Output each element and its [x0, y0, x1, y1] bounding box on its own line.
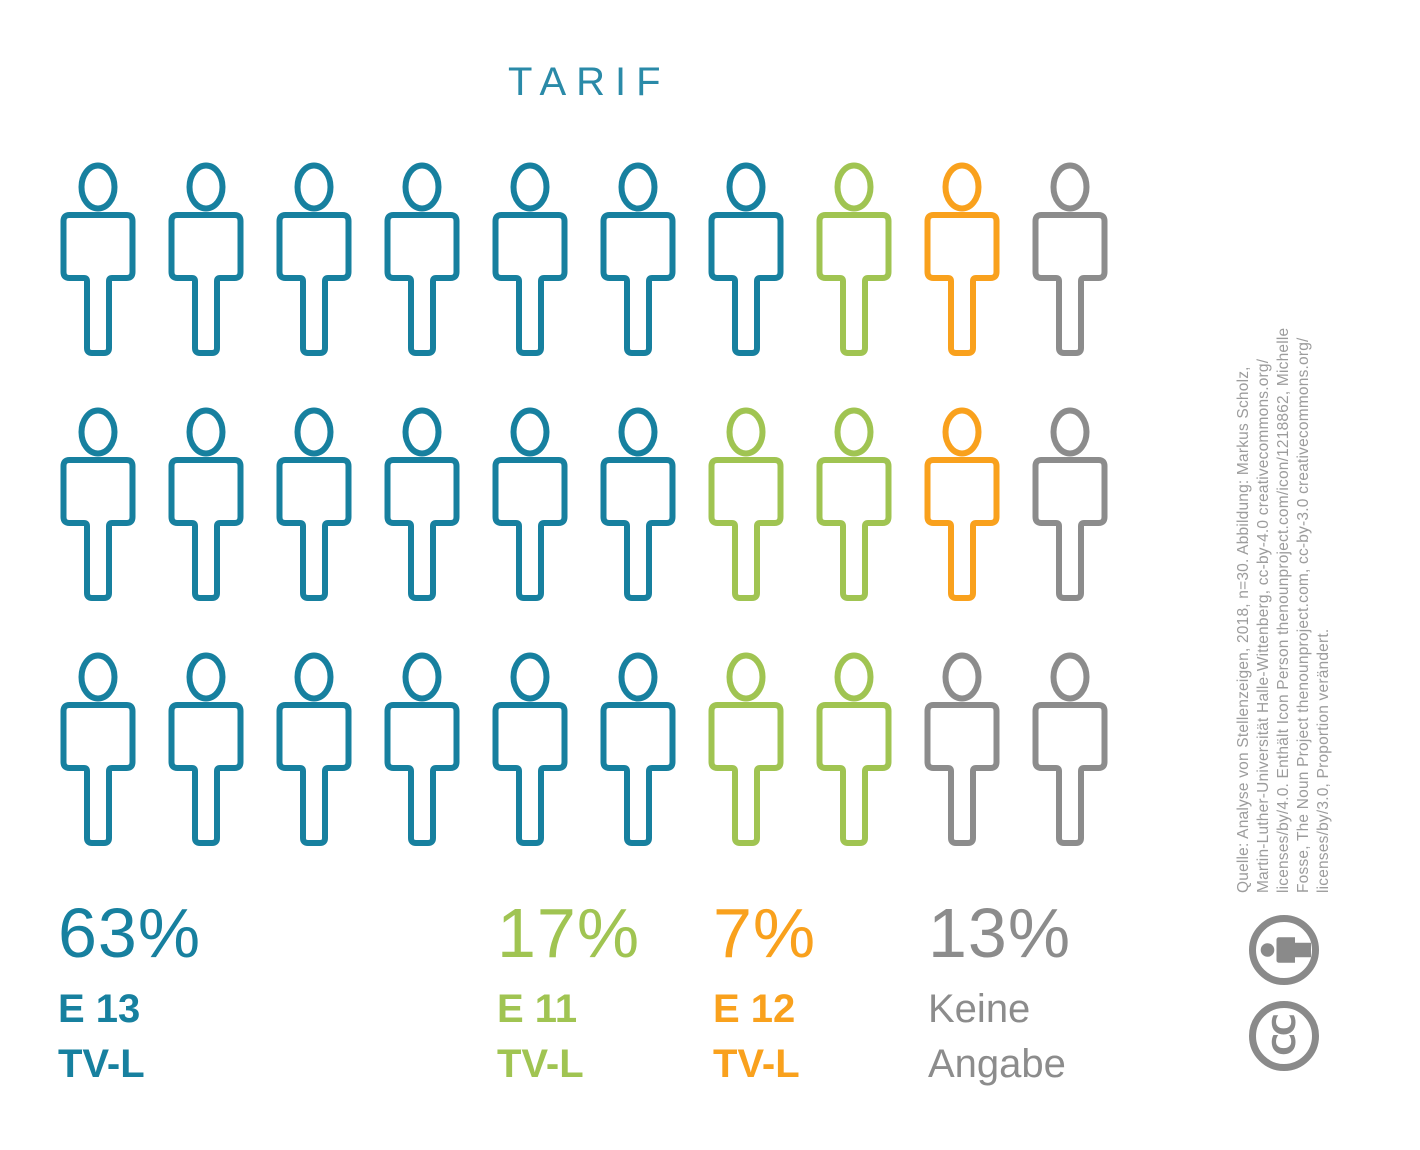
person-icon-orange: [924, 162, 1000, 360]
license-badges: CC: [1248, 914, 1320, 1072]
source-line-1: Quelle: Analyse von Stellenzeigen, 2018,…: [1235, 366, 1252, 893]
person-icon-teal: [600, 407, 676, 605]
legend-percent: 7%: [713, 894, 817, 972]
person-icon-teal: [492, 162, 568, 360]
legend-label-line1: E 13: [58, 987, 141, 1031]
person-icon-teal: [168, 162, 244, 360]
pictogram-row-3: [60, 652, 1108, 850]
source-line-3: licenses/by/4.0. Enthält Icon Person the…: [1274, 327, 1292, 893]
chart-title: TARIF: [508, 60, 671, 104]
cc-attribution-icon: [1249, 915, 1319, 985]
source-line-5: licenses/by/3.0, Proportion verändert.: [1314, 628, 1332, 893]
person-icon-teal: [492, 652, 568, 850]
pictogram-row-2: [60, 407, 1108, 605]
legend-label-line2: Angabe: [928, 1042, 1066, 1087]
person-icon-teal: [276, 652, 352, 850]
person-icon-green: [708, 652, 784, 850]
legend-item-e13-tvl: 63% E 13 TV-L: [58, 898, 201, 1092]
source-line-2: Martin-Luther-Universität Halle-Wittenbe…: [1254, 358, 1272, 893]
person-icon-teal: [60, 162, 136, 360]
legend-item-e12-tvl: 7% E 12 TV-L: [713, 898, 816, 1092]
person-icon-gray: [1032, 652, 1108, 850]
legend-item-keine-angabe: 13% Keine Angabe: [928, 898, 1071, 1092]
person-icon-teal: [168, 652, 244, 850]
legend-label-line2: TV-L: [58, 1042, 145, 1087]
person-icon-teal: [168, 407, 244, 605]
svg-text:CC: CC: [1267, 1015, 1303, 1056]
legend-item-e11-tvl: 17% E 11 TV-L: [497, 898, 640, 1092]
person-icon-teal: [492, 407, 568, 605]
person-icon-teal: [708, 162, 784, 360]
person-icon-teal: [384, 407, 460, 605]
person-icon-green: [816, 652, 892, 850]
person-icon-teal: [276, 162, 352, 360]
person-icon-gray: [1032, 162, 1108, 360]
person-icon-teal: [276, 407, 352, 605]
person-icon-green: [816, 407, 892, 605]
person-icon-green: [816, 162, 892, 360]
cc-icon: CC: [1249, 1001, 1319, 1071]
person-icon-orange: [924, 407, 1000, 605]
legend-percent: 13%: [928, 894, 1072, 972]
person-icon-gray: [924, 652, 1000, 850]
pictogram-grid: [60, 162, 1108, 897]
legend-percent: 63%: [58, 894, 202, 972]
legend-label-line1: E 12: [713, 987, 796, 1031]
person-icon-gray: [1032, 407, 1108, 605]
legend-label-line2: TV-L: [713, 1042, 800, 1087]
person-icon-teal: [60, 652, 136, 850]
pictogram-row-1: [60, 162, 1108, 360]
legend-label-line1: E 11: [497, 987, 578, 1031]
person-icon-green: [708, 407, 784, 605]
legend-percent: 17%: [497, 894, 641, 972]
person-icon-teal: [384, 652, 460, 850]
legend-label-line1: Keine: [928, 987, 1031, 1031]
legend-label-line2: TV-L: [497, 1042, 584, 1087]
source-line-4: Fosse, The Noun Project thenounproject.c…: [1294, 337, 1312, 893]
person-icon-teal: [60, 407, 136, 605]
person-icon-teal: [600, 162, 676, 360]
source-attribution: Quelle: Analyse von Stellenzeigen, 2018,…: [1234, 148, 1334, 893]
person-icon-teal: [384, 162, 460, 360]
person-icon-teal: [600, 652, 676, 850]
